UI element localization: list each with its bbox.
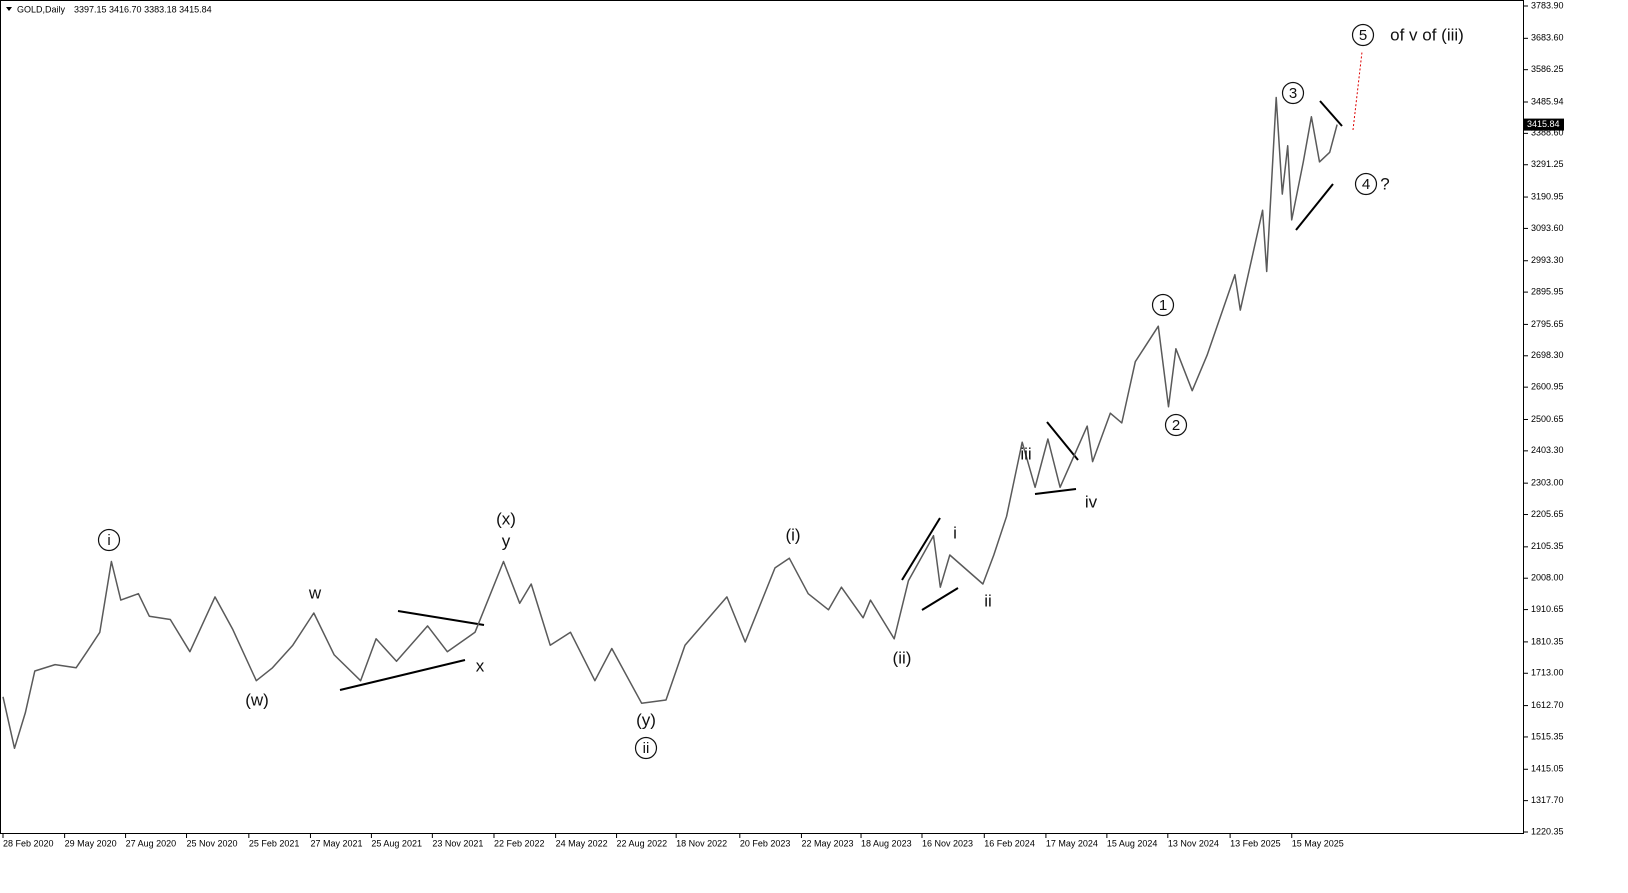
wave-label: x [476,656,485,675]
y-tick-label: 1713.00 [1531,668,1564,678]
x-tick-label: 18 Nov 2022 [676,838,727,848]
x-tick-label: 16 Feb 2024 [984,838,1035,848]
wave-label: of v of (iii) [1390,25,1464,44]
x-tick-label: 24 May 2022 [556,838,608,848]
y-tick-label: 1415.05 [1531,764,1564,774]
wave-label: i [107,532,110,549]
y-tick-label: 3388.60 [1531,128,1564,138]
y-tick-label: 2795.65 [1531,319,1564,329]
y-tick-label: 3683.60 [1531,33,1564,43]
wave-label: i [953,523,957,542]
x-tick-label: 23 Nov 2021 [432,838,483,848]
wave-circle [634,736,658,760]
wave-label: ? [1380,174,1389,193]
wave-label: (i) [785,525,800,544]
y-tick-label: 3093.60 [1531,223,1564,233]
y-tick-label: 1810.35 [1531,636,1564,646]
x-tick-label: 17 May 2024 [1046,838,1098,848]
wave-circle [1281,81,1305,105]
trend-line [339,659,466,691]
trend-line [1046,421,1079,461]
wave-label: (ii) [893,648,912,667]
y-tick-label: 2303.00 [1531,478,1564,488]
x-tick-label: 25 Feb 2021 [249,838,300,848]
y-tick-label: 1612.70 [1531,700,1564,710]
x-tick-label: 25 Nov 2020 [187,838,238,848]
trend-line [1319,100,1343,127]
x-tick-label: 25 Aug 2021 [371,838,422,848]
x-tick-label: 13 Feb 2025 [1230,838,1281,848]
wave-circle [1151,293,1175,317]
wave-circle [1351,23,1375,47]
x-tick-label: 18 Aug 2023 [861,838,912,848]
trend-line [921,587,959,611]
x-tick-label: 15 Aug 2024 [1107,838,1158,848]
x-tick-label: 16 Nov 2023 [922,838,973,848]
x-tick-label: 22 May 2023 [801,838,853,848]
y-tick-label: 2403.30 [1531,445,1564,455]
price-line [2,96,1338,750]
y-tick-label: 2500.65 [1531,414,1564,424]
x-tick-label: 22 Aug 2022 [617,838,668,848]
y-tick-label: 3190.95 [1531,191,1564,201]
wave-label: ii [643,740,650,757]
wave-label: 1 [1159,297,1167,314]
trend-line [901,517,941,581]
y-tick-label: 2993.30 [1531,255,1564,265]
x-tick-label: 29 May 2020 [65,838,117,848]
wave-label: iii [1020,444,1031,463]
wave-label: (x) [496,509,516,528]
wave-label: 3 [1289,85,1297,102]
y-tick-label: 2600.95 [1531,382,1564,392]
y-tick-label: 3291.25 [1531,159,1564,169]
x-tick-label: 20 Feb 2023 [740,838,791,848]
wave-circle [97,528,121,552]
projection-line [1352,51,1363,131]
ohlc-text: 3397.15 3416.70 3383.18 3415.84 [74,4,212,14]
wave-label: (w) [245,690,269,709]
wave-label: y [502,531,511,550]
y-tick-label: 1317.70 [1531,795,1564,805]
y-tick-label: 3783.90 [1531,0,1564,10]
y-tick-label: 2895.95 [1531,286,1564,296]
x-tick-label: 13 Nov 2024 [1168,838,1219,848]
y-tick-label: 2698.30 [1531,350,1564,360]
x-tick-label: 27 May 2021 [310,838,362,848]
y-tick-label: 3586.25 [1531,64,1564,74]
chart-title: GOLD,Daily [17,4,66,14]
trend-line [1295,183,1334,231]
plot-frame [0,0,1524,834]
last-price-box [1524,118,1564,131]
x-tick-label: 22 Feb 2022 [494,838,545,848]
wave-label: 4 [1362,176,1370,193]
y-tick-label: 1220.35 [1531,826,1564,836]
x-tick-label: 27 Aug 2020 [126,838,177,848]
y-tick-label: 1515.35 [1531,731,1564,741]
wave-circle [1354,172,1378,196]
wave-label: 2 [1172,417,1180,434]
wave-label: iv [1085,492,1098,511]
wave-label: (y) [636,710,656,729]
y-tick-label: 3485.94 [1531,96,1564,106]
y-tick-label: 1910.65 [1531,604,1564,614]
wave-label: 5 [1359,27,1367,44]
x-tick-label: 28 Feb 2020 [3,838,54,848]
wave-label: w [308,583,322,602]
y-tick-label: 2008.00 [1531,573,1564,583]
last-price-label: 3415.84 [1527,119,1560,129]
menu-arrow [6,7,12,11]
wave-label: ii [984,591,992,610]
y-tick-label: 2105.35 [1531,541,1564,551]
y-tick-label: 2205.65 [1531,509,1564,519]
trend-line [1034,488,1077,495]
trend-line [397,610,485,626]
trend-lines [339,51,1363,691]
x-tick-label: 15 May 2025 [1292,838,1344,848]
wave-circle [1164,413,1188,437]
